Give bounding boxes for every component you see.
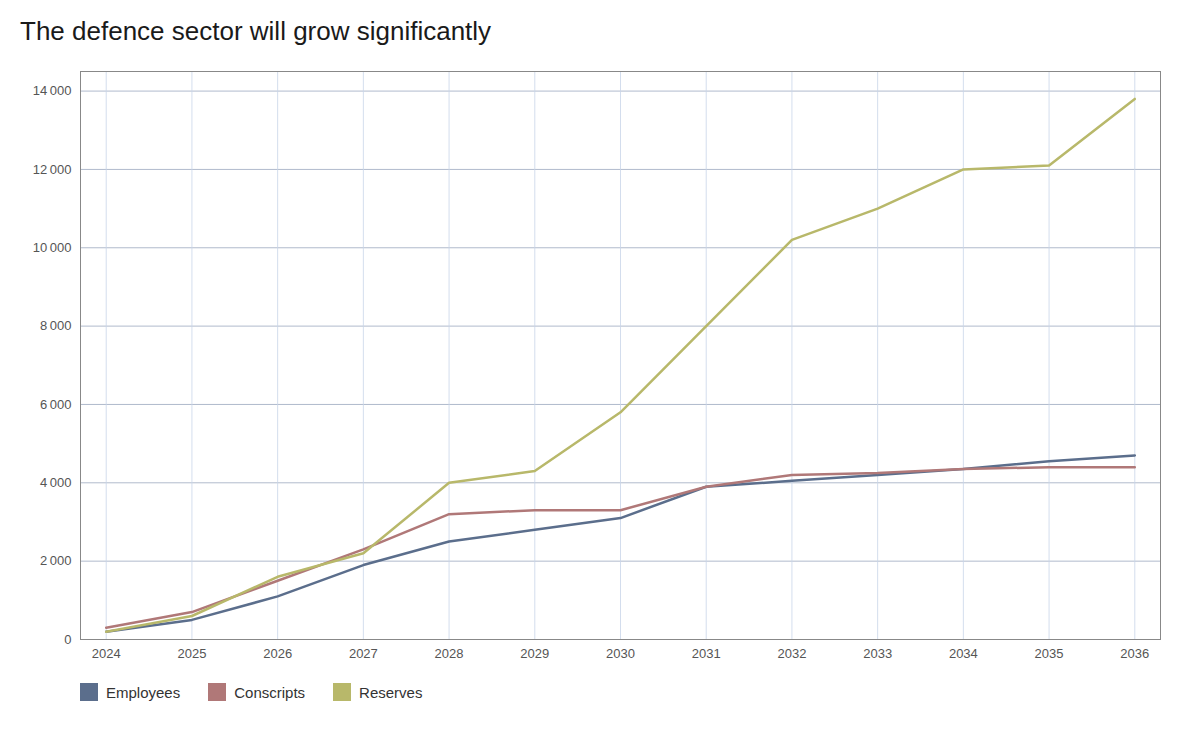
svg-text:10 000: 10 000 (33, 240, 72, 255)
svg-text:2030: 2030 (606, 646, 635, 661)
svg-text:2033: 2033 (863, 646, 892, 661)
svg-text:2024: 2024 (92, 646, 121, 661)
svg-text:2026: 2026 (263, 646, 292, 661)
svg-text:2 000: 2 000 (40, 553, 72, 568)
svg-text:12 000: 12 000 (33, 162, 72, 177)
svg-text:2036: 2036 (1120, 646, 1149, 661)
svg-text:8 000: 8 000 (40, 318, 72, 333)
svg-text:14 000: 14 000 (33, 83, 72, 98)
svg-text:6 000: 6 000 (40, 397, 72, 412)
html-text:Conscripts: Conscripts (234, 683, 306, 701)
svg-text:4 000: 4 000 (40, 475, 72, 490)
html-text:Employees: Employees (106, 683, 181, 701)
html-text:Reserves: Reserves (359, 683, 423, 701)
svg-text:2031: 2031 (692, 646, 721, 661)
svg-text:2027: 2027 (349, 646, 378, 661)
html-text:The defence sector will grow s: The defence sector will grow significant… (20, 16, 492, 46)
svg-text:2032: 2032 (777, 646, 806, 661)
svg-text:2034: 2034 (949, 646, 978, 661)
svg-text:2028: 2028 (435, 646, 464, 661)
svg-text:2035: 2035 (1035, 646, 1064, 661)
svg-text:2029: 2029 (520, 646, 549, 661)
svg-text:2025: 2025 (177, 646, 206, 661)
svg-text:0: 0 (64, 632, 71, 647)
